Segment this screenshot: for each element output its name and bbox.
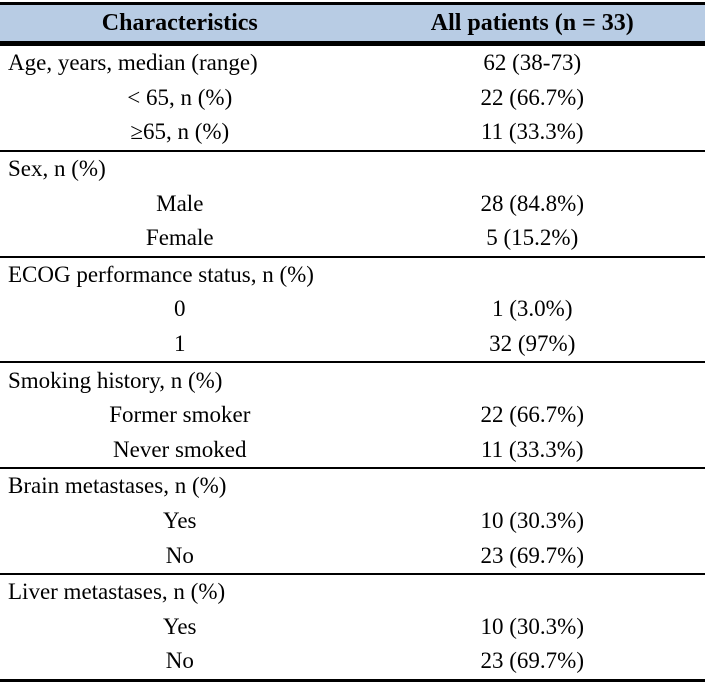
- section-liver-metastases: Liver metastases, n (%) Yes 10 (30.3%) N…: [0, 572, 705, 682]
- table-row: < 65, n (%) 22 (66.7%): [0, 81, 705, 116]
- section-age: Age, years, median (range) 62 (38-73) < …: [0, 44, 705, 150]
- table-row: Never smoked 11 (33.3%): [0, 433, 705, 468]
- row-label-ecog-0: 0: [174, 296, 186, 322]
- section-smoking: Smoking history, n (%) Former smoker 22 …: [0, 361, 705, 467]
- row-label-liver-metastases: Liver metastases, n (%): [8, 579, 226, 605]
- row-value-ecog-0: 1 (3.0%): [492, 296, 573, 322]
- row-label-brain-no: No: [165, 542, 194, 568]
- table-row: Male 28 (84.8%): [0, 186, 705, 221]
- row-label-former-smoker: Former smoker: [109, 402, 251, 428]
- row-label-female: Female: [145, 225, 214, 251]
- row-value-never-smoked: 11 (33.3%): [480, 436, 584, 462]
- header-characteristics: Characteristics: [101, 9, 258, 36]
- table-row: No 23 (69.7%): [0, 538, 705, 573]
- table-row: Age, years, median (range) 62 (38-73): [0, 46, 705, 81]
- table-row: No 23 (69.7%): [0, 644, 705, 679]
- row-label-age: Age, years, median (range): [8, 50, 258, 76]
- table-row: Former smoker 22 (66.7%): [0, 398, 705, 433]
- row-value-male: 28 (84.8%): [480, 190, 584, 216]
- row-label-liver-no: No: [165, 648, 194, 674]
- row-value-former-smoker: 22 (66.7%): [480, 402, 584, 428]
- row-label-sex: Sex, n (%): [8, 156, 106, 182]
- table-row: Sex, n (%): [0, 152, 705, 187]
- row-label-never-smoked: Never smoked: [113, 436, 247, 462]
- row-label-smoking: Smoking history, n (%): [8, 367, 223, 393]
- table-row: Yes 10 (30.3%): [0, 504, 705, 539]
- row-label-age-under-65: < 65, n (%): [127, 84, 233, 110]
- table-row: Liver metastases, n (%): [0, 575, 705, 610]
- section-brain-metastases: Brain metastases, n (%) Yes 10 (30.3%) N…: [0, 467, 705, 573]
- table-row: Brain metastases, n (%): [0, 469, 705, 504]
- table-row: Female 5 (15.2%): [0, 221, 705, 256]
- row-value-age-under-65: 22 (66.7%): [480, 84, 584, 110]
- table-row: 0 1 (3.0%): [0, 292, 705, 327]
- row-label-ecog: ECOG performance status, n (%): [8, 261, 314, 287]
- row-label-ecog-1: 1: [174, 331, 186, 357]
- section-sex: Sex, n (%) Male 28 (84.8%) Female 5 (15.…: [0, 149, 705, 256]
- row-value-ecog-1: 32 (97%): [489, 331, 576, 357]
- row-label-liver-yes: Yes: [163, 613, 197, 639]
- table-row: Smoking history, n (%): [0, 363, 705, 398]
- row-label-brain-yes: Yes: [163, 508, 197, 534]
- row-value-brain-no: 23 (69.7%): [480, 542, 584, 568]
- row-value-female: 5 (15.2%): [486, 225, 579, 251]
- section-ecog: ECOG performance status, n (%) 0 1 (3.0%…: [0, 255, 705, 362]
- row-value-age-65-plus: 11 (33.3%): [480, 119, 584, 145]
- table-row: ≥65, n (%) 11 (33.3%): [0, 115, 705, 150]
- table-row: ECOG performance status, n (%): [0, 258, 705, 293]
- row-value-age: 62 (38-73): [483, 50, 582, 76]
- row-value-liver-yes: 10 (30.3%): [480, 613, 584, 639]
- table-row: Yes 10 (30.3%): [0, 610, 705, 645]
- header-all-patients: All patients (n = 33): [430, 9, 634, 36]
- row-value-liver-no: 23 (69.7%): [480, 648, 584, 674]
- row-label-brain-metastases: Brain metastases, n (%): [8, 473, 227, 499]
- row-label-male: Male: [156, 190, 204, 216]
- row-label-age-65-plus: ≥65, n (%): [130, 119, 230, 145]
- row-value-brain-yes: 10 (30.3%): [480, 508, 584, 534]
- table-row: 1 32 (97%): [0, 327, 705, 362]
- table-header-row: Characteristics All patients (n = 33): [0, 2, 705, 44]
- table: Characteristics All patients (n = 33) Ag…: [0, 2, 705, 682]
